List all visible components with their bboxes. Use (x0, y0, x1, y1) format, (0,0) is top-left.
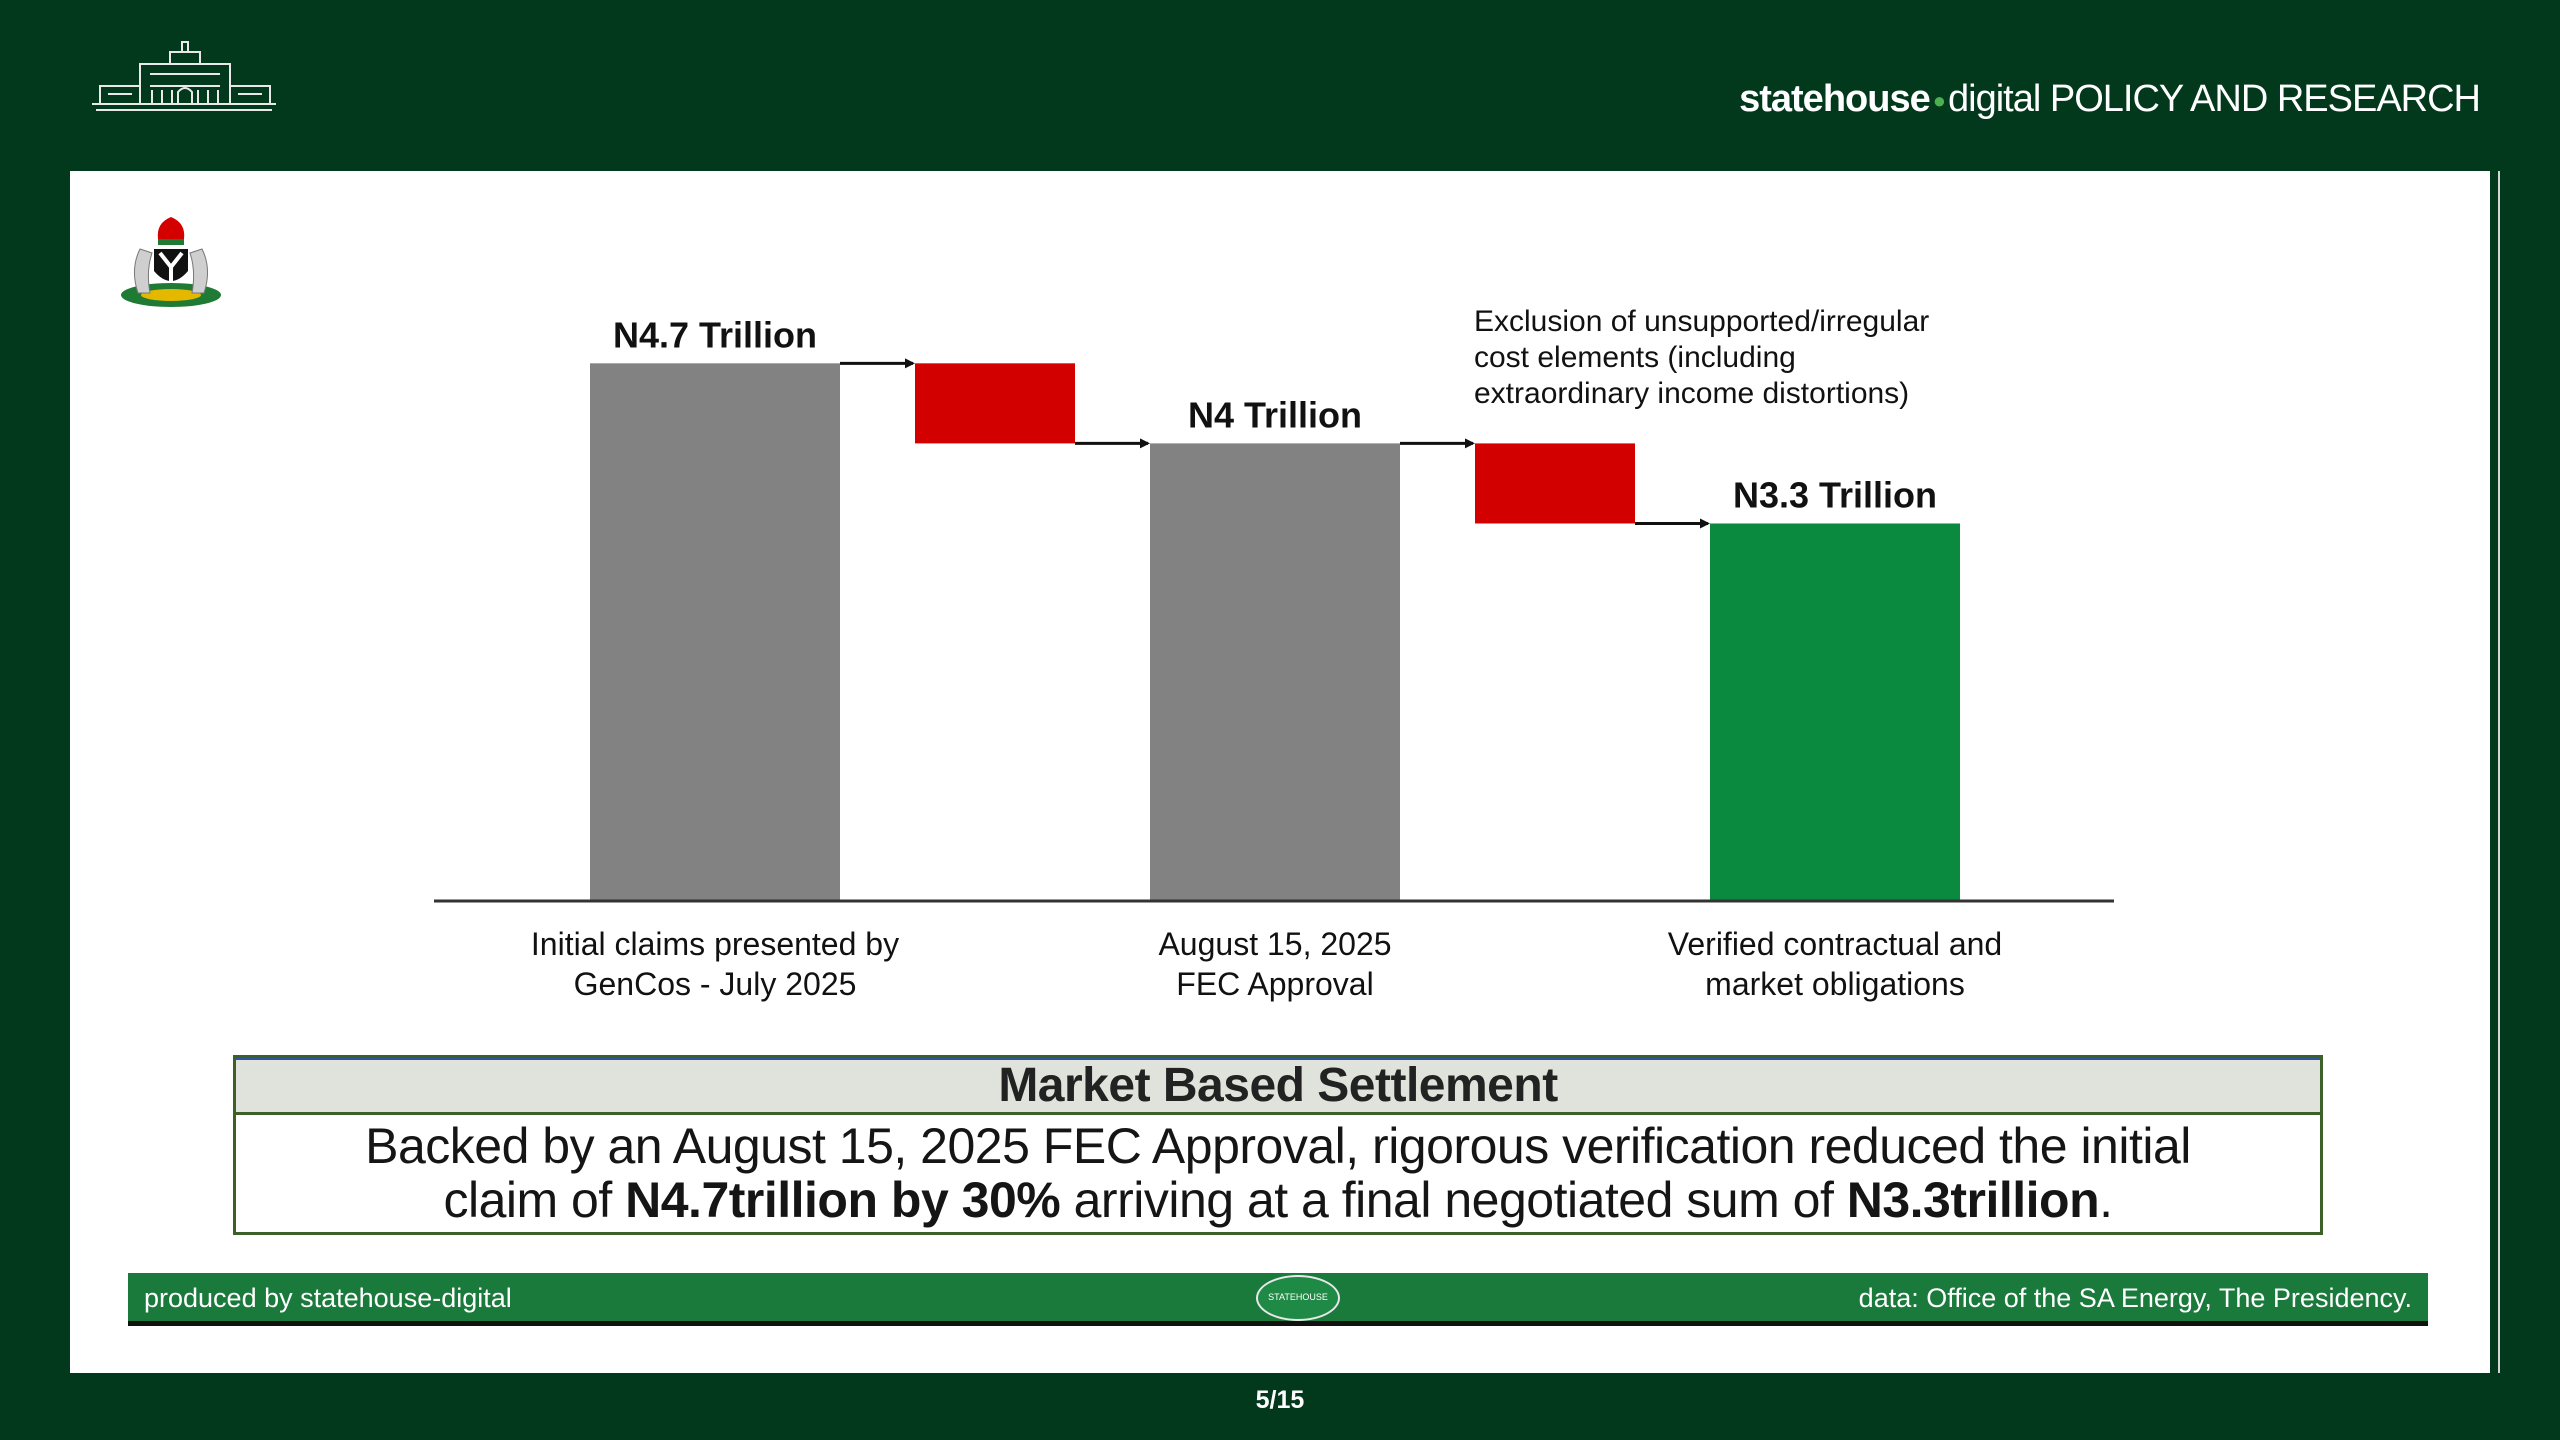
brand-section: POLICY AND RESEARCH (2049, 78, 2481, 120)
brand-dot-icon: ● (1932, 87, 1946, 113)
brand-title: statehouse ●digital POLICY AND RESEARCH (1739, 78, 2481, 121)
summary-line-2: claim of N4.7trillion by 30% arriving at… (236, 1173, 2320, 1227)
statehouse-building-logo-icon (92, 41, 276, 111)
summary-text: Backed by an August 15, 2025 FEC Approva… (236, 1115, 2320, 1227)
page-number: 5/15 (1255, 1386, 1305, 1414)
bar-total-1 (590, 363, 840, 901)
slide-edge (2498, 171, 2500, 1373)
bars-layer: N4.7 Trillion Initial claims presented by… (531, 305, 2002, 1002)
category-label-1-1: Initial claims presented by (531, 926, 899, 962)
category-label-3-1: Verified contractual and (1668, 926, 2002, 962)
annotation-line-2: cost elements (including (1474, 341, 1796, 374)
footer-strip: produced by statehouse-digital STATEHOUS… (128, 1273, 2428, 1326)
slide: N4.7 Trillion Initial claims presented by… (70, 171, 2500, 1373)
footer-credit: produced by statehouse-digital (144, 1283, 512, 1313)
brand-bold: statehouse (1739, 78, 1931, 120)
footer-source: data: Office of the SA Energy, The Presi… (1858, 1283, 2412, 1313)
summary-line-2-d: N3.3trillion (1846, 1172, 2100, 1228)
waterfall-chart: N4.7 Trillion Initial claims presented by… (434, 305, 2114, 1002)
statehouse-badge-icon: STATEHOUSE (1256, 1275, 1340, 1321)
category-label-1-2: GenCos - July 2025 (574, 966, 857, 1002)
category-label-3-2: market obligations (1705, 966, 1965, 1002)
bar-label-3: N3.3 Trillion (1733, 474, 1937, 515)
bar-total-2 (1150, 443, 1400, 901)
category-label-2-1: August 15, 2025 (1158, 926, 1391, 962)
brand-light: digital (1948, 78, 2041, 120)
summary-title: Market Based Settlement (236, 1058, 2320, 1115)
summary-line-2-b: N4.7trillion by 30% (625, 1172, 1061, 1228)
summary-box: Market Based Settlement Backed by an Aug… (233, 1055, 2323, 1235)
bar-label-2: N4 Trillion (1188, 394, 1362, 435)
annotation-line-1: Exclusion of unsupported/irregular (1474, 305, 1929, 338)
bar-label-1: N4.7 Trillion (613, 314, 817, 355)
top-bar: statehouse ●digital POLICY AND RESEARCH (0, 0, 2560, 172)
annotation-line-3: extraordinary income distortions) (1474, 377, 1909, 410)
coat-of-arms-icon (121, 217, 221, 307)
summary-line-1: Backed by an August 15, 2025 FEC Approva… (365, 1118, 2191, 1174)
summary-line-2-e: . (2099, 1172, 2113, 1228)
bar-total-3 (1710, 523, 1960, 901)
bar-decrease-1 (915, 363, 1075, 444)
summary-line-2-a: claim of (443, 1172, 626, 1228)
summary-line-2-c: arriving at a final negotiated sum of (1060, 1172, 1847, 1228)
bar-decrease-2 (1475, 443, 1635, 524)
category-label-2-2: FEC Approval (1176, 966, 1373, 1002)
